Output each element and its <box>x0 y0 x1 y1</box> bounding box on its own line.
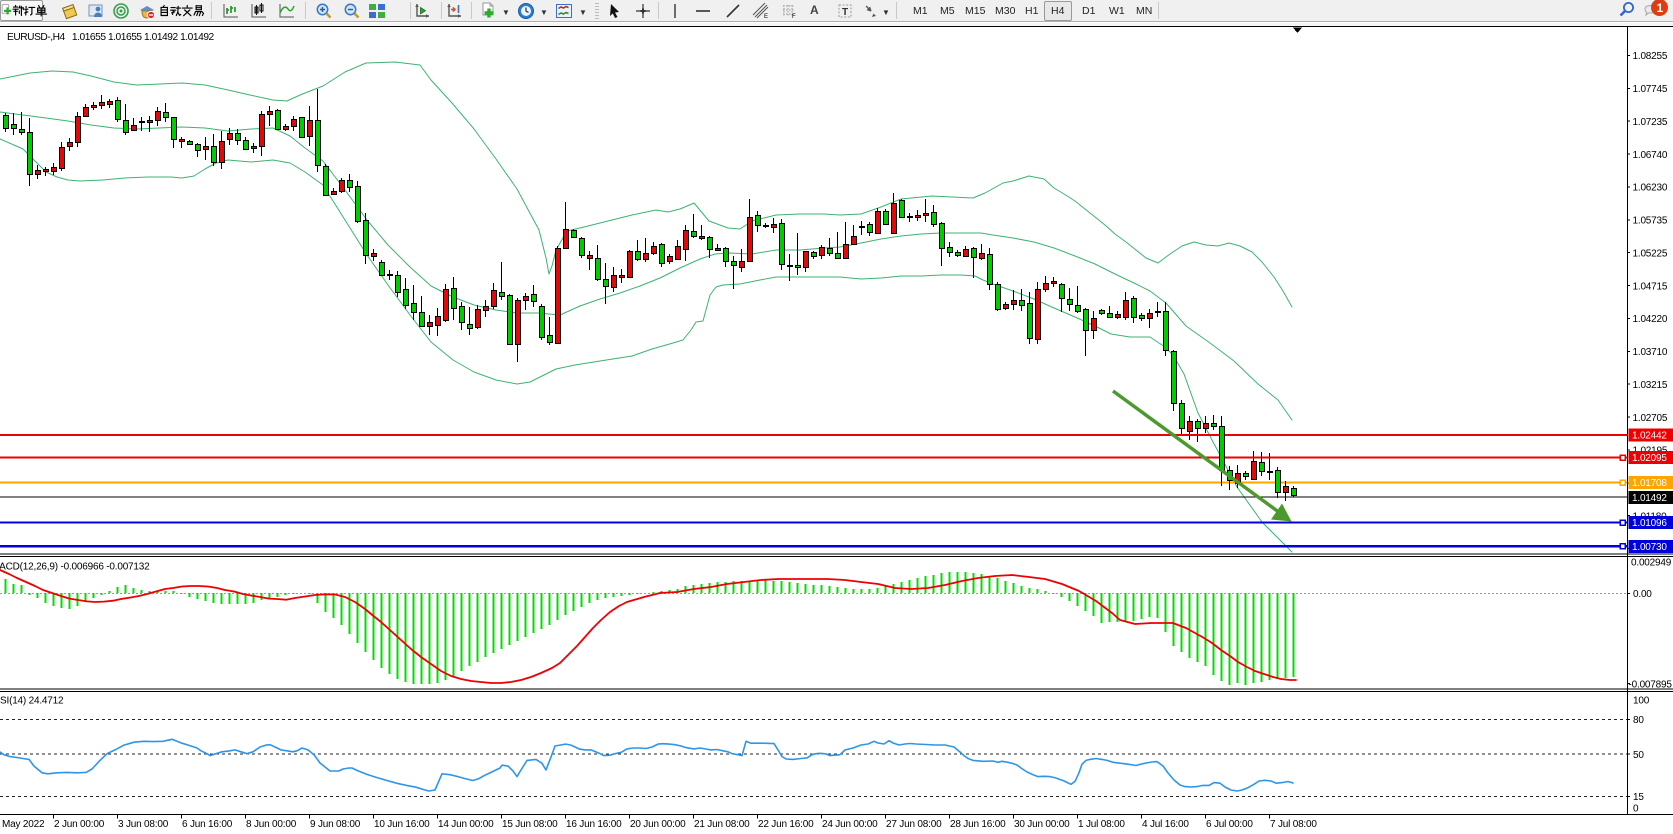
svg-text:F: F <box>792 14 796 20</box>
svg-text:0.00: 0.00 <box>1633 589 1652 600</box>
svg-text:1.06230: 1.06230 <box>1633 183 1668 194</box>
svg-text:EURUSD-,H4 1.01655 1.01655 1: EURUSD-,H4 1.01655 1.01655 1.01492 1.014… <box>7 32 215 43</box>
svg-text:MACD(12,26,9) -0.006966 -0.007: MACD(12,26,9) -0.006966 -0.007132 <box>0 562 150 573</box>
svg-text:1.01708: 1.01708 <box>1632 478 1667 489</box>
svg-text:RSI(14) 24.4712: RSI(14) 24.4712 <box>0 696 64 707</box>
svg-text:30 Jun 00:00: 30 Jun 00:00 <box>1014 819 1070 830</box>
svg-text:1.03710: 1.03710 <box>1633 347 1668 358</box>
svg-text:-0.007895: -0.007895 <box>1629 679 1673 690</box>
svg-text:6 Jul 00:00: 6 Jul 00:00 <box>1206 819 1253 830</box>
svg-text:0: 0 <box>1633 803 1639 814</box>
svg-text:1.03215: 1.03215 <box>1633 380 1668 391</box>
svg-text:9 Jun 08:00: 9 Jun 08:00 <box>310 819 361 830</box>
svg-text:24 Jun 00:00: 24 Jun 00:00 <box>822 819 878 830</box>
svg-text:1.02442: 1.02442 <box>1632 431 1667 442</box>
svg-text:14 Jun 00:00: 14 Jun 00:00 <box>438 819 494 830</box>
svg-text:27 Jun 08:00: 27 Jun 08:00 <box>886 819 942 830</box>
svg-text:100: 100 <box>1633 696 1650 707</box>
svg-text:1 Jul 08:00: 1 Jul 08:00 <box>1078 819 1125 830</box>
svg-text:2 Jun 00:00: 2 Jun 00:00 <box>54 819 105 830</box>
svg-text:21 Jun 08:00: 21 Jun 08:00 <box>694 819 750 830</box>
svg-text:1.05735: 1.05735 <box>1633 216 1668 227</box>
svg-text:50: 50 <box>1633 750 1644 761</box>
svg-text:7 Jul 08:00: 7 Jul 08:00 <box>1270 819 1317 830</box>
svg-text:1.02095: 1.02095 <box>1632 453 1667 464</box>
svg-text:T: T <box>842 7 848 18</box>
svg-text:1.04220: 1.04220 <box>1633 314 1668 325</box>
svg-text:15: 15 <box>1633 792 1644 803</box>
svg-text:8 Jun 00:00: 8 Jun 00:00 <box>246 819 297 830</box>
svg-text:4 Jul 16:00: 4 Jul 16:00 <box>1142 819 1189 830</box>
svg-text:1.06740: 1.06740 <box>1633 150 1668 161</box>
svg-text:1.02705: 1.02705 <box>1633 413 1668 424</box>
svg-text:20 Jun 00:00: 20 Jun 00:00 <box>630 819 686 830</box>
svg-text:0.002949: 0.002949 <box>1631 558 1672 569</box>
svg-text:22 Jun 16:00: 22 Jun 16:00 <box>758 819 814 830</box>
svg-text:1.05225: 1.05225 <box>1633 248 1668 259</box>
svg-text:10 Jun 16:00: 10 Jun 16:00 <box>374 819 430 830</box>
svg-text:1.01492: 1.01492 <box>1632 493 1667 504</box>
svg-text:1.08255: 1.08255 <box>1633 51 1668 62</box>
svg-text:1.07235: 1.07235 <box>1633 117 1668 128</box>
svg-text:May 2022: May 2022 <box>2 819 45 830</box>
svg-text:15 Jun 08:00: 15 Jun 08:00 <box>502 819 558 830</box>
svg-text:1.00730: 1.00730 <box>1632 542 1667 553</box>
svg-text:3 Jun 08:00: 3 Jun 08:00 <box>118 819 169 830</box>
svg-text:1.07745: 1.07745 <box>1633 84 1668 95</box>
svg-text:1.04715: 1.04715 <box>1633 281 1668 292</box>
svg-text:28 Jun 16:00: 28 Jun 16:00 <box>950 819 1006 830</box>
svg-text:6 Jun 16:00: 6 Jun 16:00 <box>182 819 233 830</box>
svg-text:1.01096: 1.01096 <box>1632 518 1667 529</box>
svg-text:E: E <box>764 14 768 20</box>
svg-text:16 Jun 16:00: 16 Jun 16:00 <box>566 819 622 830</box>
svg-text:80: 80 <box>1633 715 1644 726</box>
